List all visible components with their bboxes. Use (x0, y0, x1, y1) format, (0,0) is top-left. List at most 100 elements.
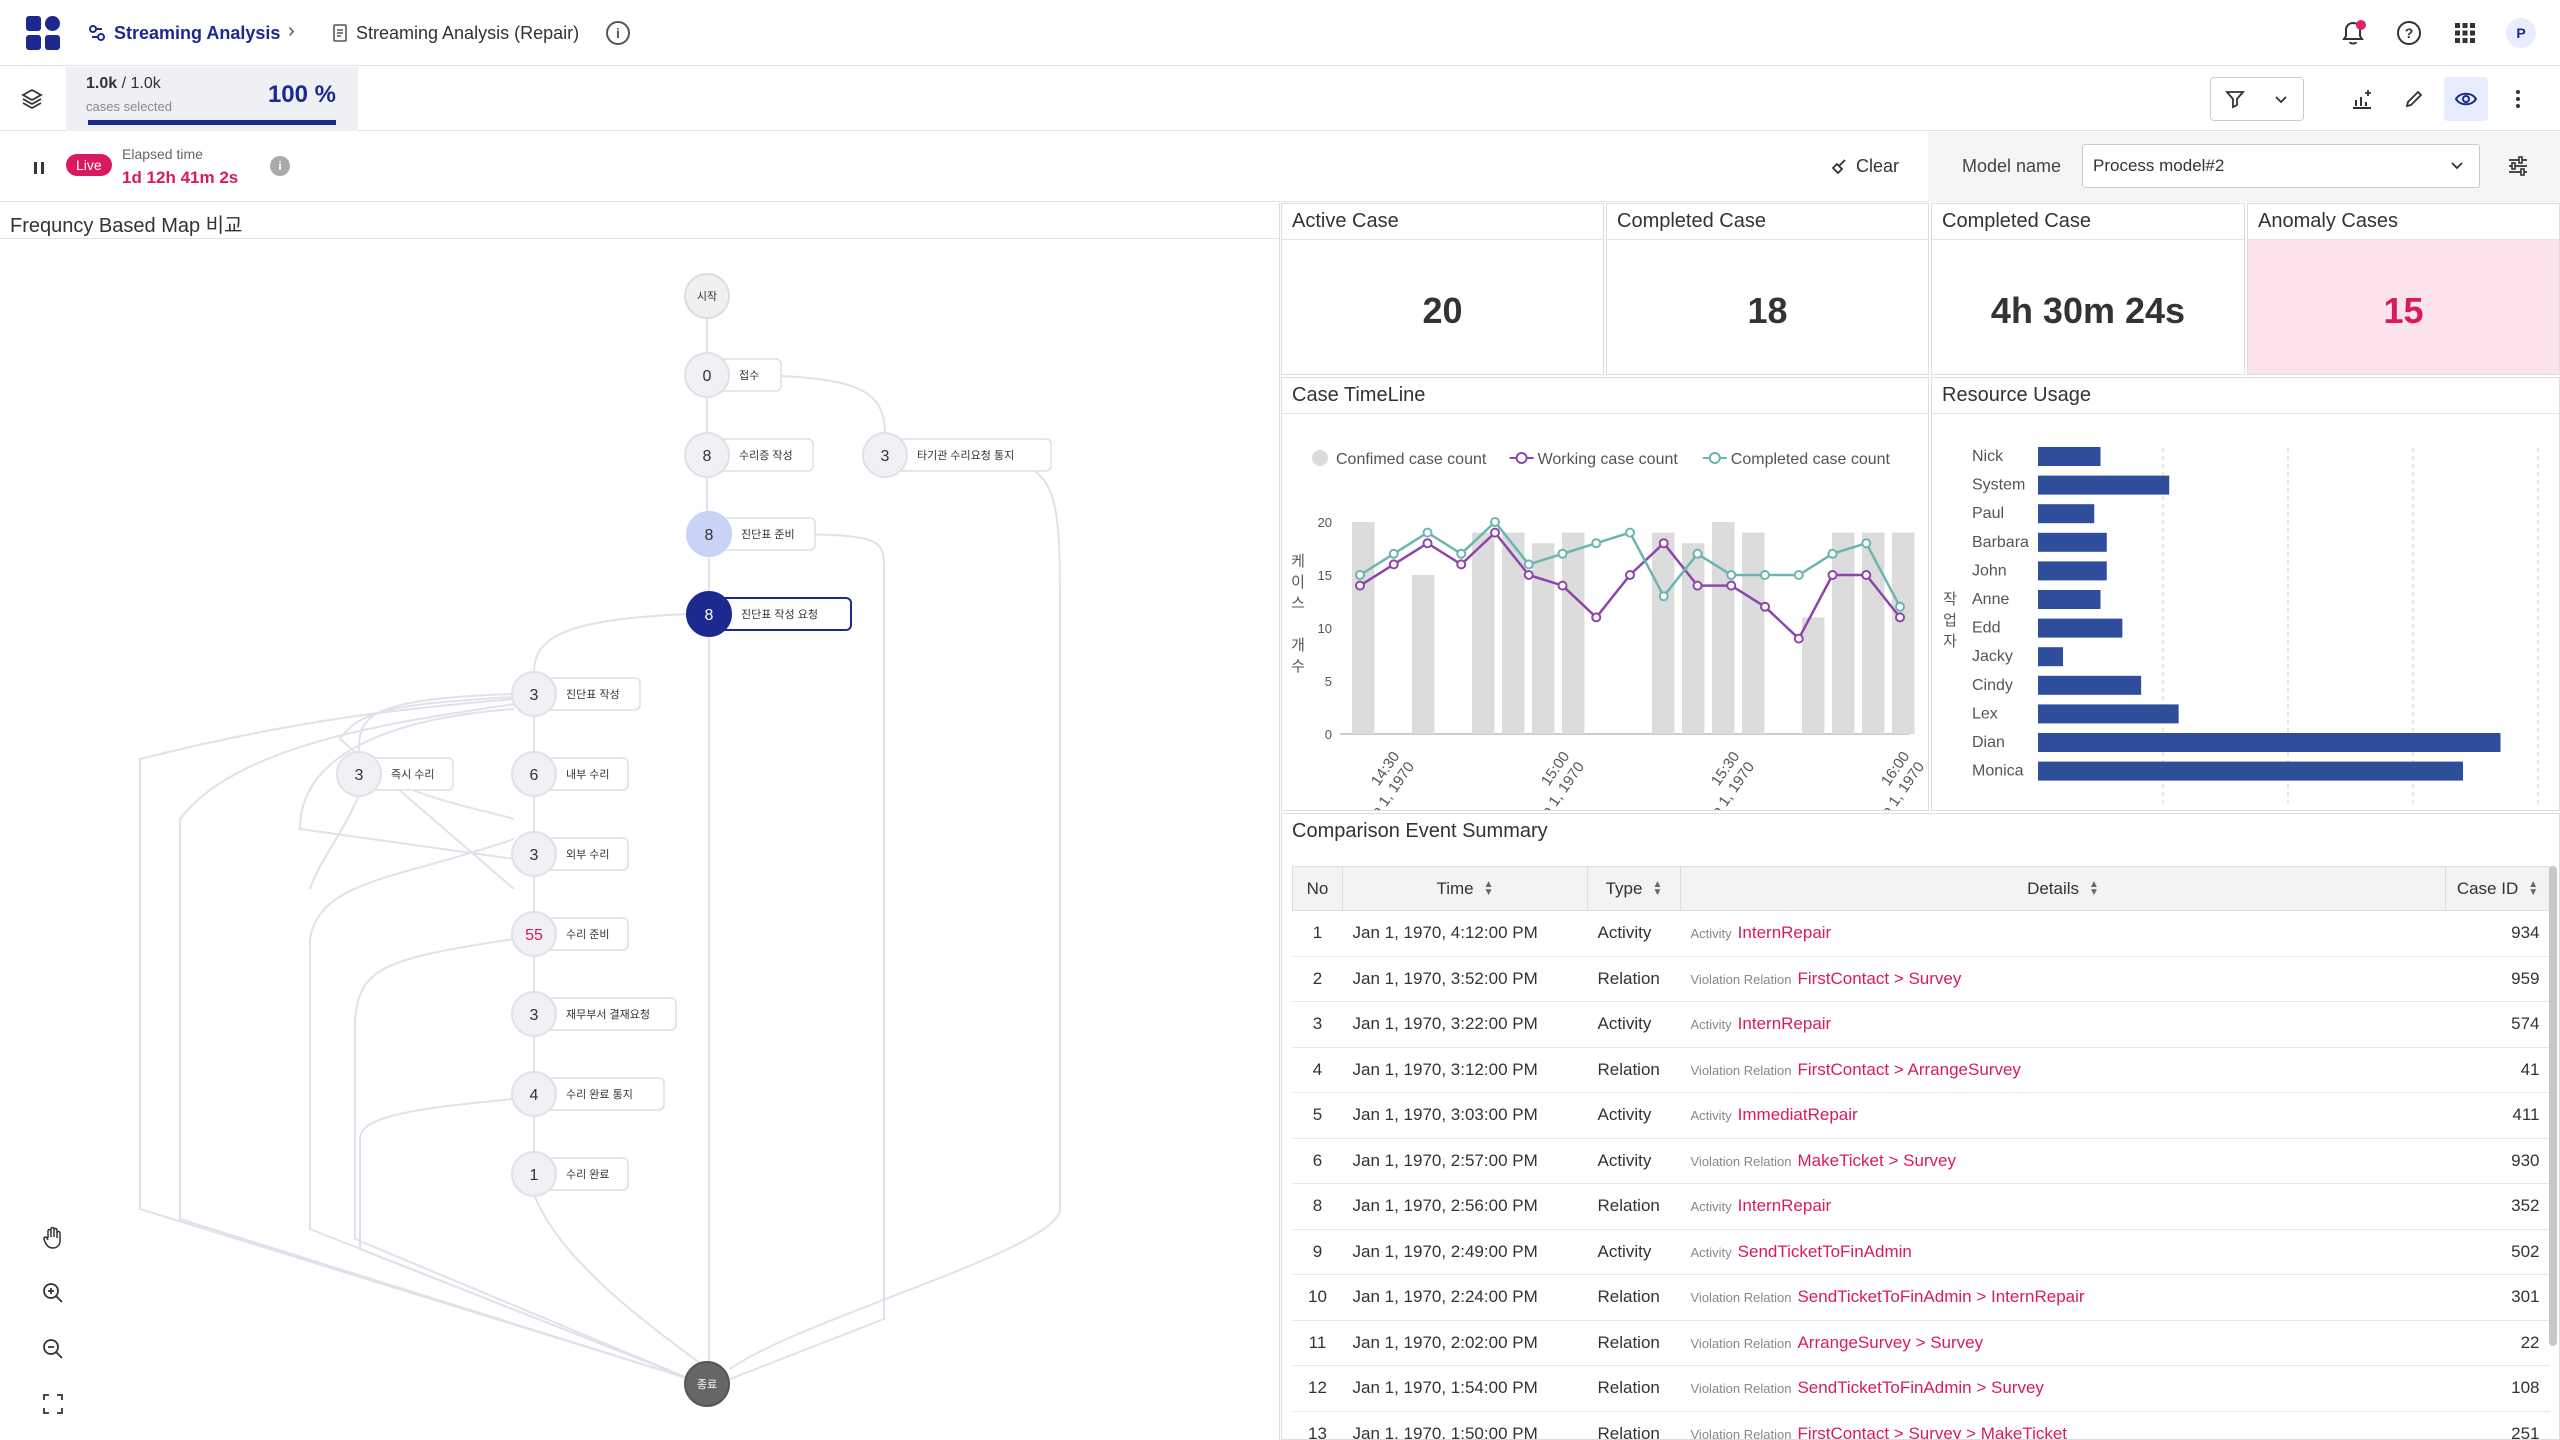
cell-case-id: 934 (2445, 910, 2550, 957)
pan-hand-icon[interactable] (38, 1223, 68, 1253)
resource-bar[interactable] (2038, 733, 2501, 752)
process-node[interactable]: 8 수리증 작성 (684, 432, 814, 478)
case-timeline-chart[interactable]: Confimed case count Working case count Com… (1282, 414, 1928, 833)
process-node[interactable]: 8 진단표 작성 요청 (686, 591, 852, 637)
resource-bar[interactable] (2038, 504, 2095, 524)
case-selection-summary[interactable]: 1.0k / 1.0k cases selected 100 % (66, 67, 358, 131)
resource-bar[interactable] (2038, 647, 2063, 667)
process-node[interactable]: 1 수리 완료 (511, 1151, 629, 1197)
table-row[interactable]: 11 Jan 1, 1970, 2:02:00 PM Relation Violati… (1292, 1320, 2550, 1366)
fit-screen-icon[interactable] (38, 1389, 68, 1419)
pause-button[interactable] (32, 160, 46, 181)
process-node[interactable]: 6 내부 수리 (511, 751, 629, 797)
resource-bar[interactable] (2038, 561, 2107, 581)
resource-bar[interactable] (2038, 761, 2463, 781)
edit-button[interactable] (2392, 77, 2436, 121)
model-select[interactable]: Process model#2 (2082, 144, 2480, 188)
sliders-icon[interactable] (2506, 154, 2530, 183)
filter-dropdown[interactable] (2210, 77, 2304, 121)
detail-value[interactable]: ArrangeSurvey > Survey (1797, 1332, 1984, 1352)
user-avatar[interactable]: P (2506, 18, 2536, 48)
sort-icon[interactable]: ▲ ▼ (1483, 879, 1494, 899)
sort-icon[interactable]: ▲ ▼ (2089, 879, 2099, 899)
add-chart-button[interactable] (2340, 77, 2384, 121)
table-row[interactable]: 6 Jan 1, 1970, 2:57:00 PM Activity Violatio… (1292, 1138, 2550, 1184)
breadcrumb-app[interactable]: Streaming Analysis (88, 20, 280, 46)
detail-value[interactable]: SendTicketToFinAdmin > InternRepair (1797, 1287, 2085, 1307)
process-node[interactable]: 3 외부 수리 (511, 831, 629, 877)
sort-icon[interactable]: ▲ ▼ (1652, 879, 1663, 899)
process-node[interactable]: 종료 (684, 1361, 730, 1407)
table-row[interactable]: 10 Jan 1, 1970, 2:24:00 PM Relation Violati… (1292, 1274, 2550, 1321)
detail-value[interactable]: FirstContact > Survey > MakeTicket (1797, 1423, 2068, 1440)
more-menu-button[interactable] (2496, 77, 2540, 121)
process-node[interactable]: 시작 (684, 273, 730, 319)
process-node[interactable]: 3 즉시 수리 (336, 751, 454, 797)
clear-button[interactable]: Clear (1830, 156, 1899, 177)
table-row[interactable]: 2 Jan 1, 1970, 3:52:00 PM Relation Violatio… (1292, 956, 2550, 1002)
apps-grid-icon[interactable] (2450, 18, 2480, 48)
process-node[interactable]: 3 재무부서 결재요청 (511, 991, 677, 1037)
model-label: Model name (1962, 156, 2062, 176)
table-row[interactable]: 4 Jan 1, 1970, 3:12:00 PM Relation Violatio… (1292, 1047, 2550, 1093)
notification-bell-icon[interactable] (2338, 18, 2368, 48)
resource-usage-chart[interactable]: 02468NickSystemPaulBarbaraJohnAnneEddJac… (1932, 414, 2559, 828)
resource-bar[interactable] (2038, 590, 2101, 609)
zoom-in-icon[interactable] (38, 1278, 68, 1308)
info-icon[interactable]: i (270, 156, 290, 176)
process-node[interactable]: 8 진단표 준비 (686, 511, 816, 557)
table-row[interactable]: 13 Jan 1, 1970, 1:50:00 PM Relation Violati… (1292, 1411, 2550, 1440)
legend-item[interactable]: Confimed case count (1312, 450, 1487, 468)
process-node[interactable]: 55 수리 준비 (511, 911, 629, 957)
detail-value[interactable]: MakeTicket > Survey (1797, 1150, 1957, 1170)
process-node[interactable]: 3 진단표 작성 (511, 671, 641, 717)
node-count: 6 (530, 767, 539, 784)
table-row[interactable]: 5 Jan 1, 1970, 3:03:00 PM Activity Activity… (1292, 1092, 2550, 1139)
table-scrollbar[interactable] (2549, 866, 2557, 1346)
process-node[interactable]: 4 수리 완료 통지 (511, 1071, 665, 1117)
cell-details: Violation Relation MakeTicket > Survey (1680, 1138, 2446, 1184)
detail-value[interactable]: InternRepair (1737, 923, 1832, 943)
resource-bar[interactable] (2038, 675, 2142, 695)
table-row[interactable]: 9 Jan 1, 1970, 2:49:00 PM Activity Activity… (1292, 1229, 2550, 1275)
col-header-no[interactable]: No (1292, 866, 1343, 911)
kpi-card-anomaly-cases[interactable]: Anomaly Cases 15 (2247, 203, 2560, 375)
app-logo[interactable] (26, 16, 60, 50)
info-icon[interactable]: i (606, 21, 630, 45)
detail-value[interactable]: FirstContact > ArrangeSurvey (1797, 1059, 2021, 1079)
detail-value[interactable]: SendTicketToFinAdmin > Survey (1797, 1378, 2044, 1398)
detail-value[interactable]: ImmediatRepair (1737, 1105, 1858, 1125)
table-row[interactable]: 12 Jan 1, 1970, 1:54:00 PM Relation Violati… (1292, 1365, 2550, 1412)
resource-bar[interactable] (2038, 475, 2170, 495)
selection-progress-bar (88, 120, 336, 125)
process-node[interactable]: 3 타기관 수리요청 통지 (862, 432, 1052, 478)
kpi-card-completed-case: Completed Case 18 (1606, 203, 1929, 375)
process-node[interactable]: 0 접수 (684, 352, 782, 398)
process-map[interactable]: 시작 0 접수 8 수리증 작성 3 타기관 수리요청 통지 8 진단표 준비 8 진단표 작성 요… (0, 239, 1278, 1439)
col-header-details[interactable]: Details ▲ ▼ (1680, 866, 2446, 911)
node-label: 즉시 수리 (391, 768, 435, 781)
resource-bar[interactable] (2038, 618, 2123, 638)
sort-icon[interactable]: ▲ ▼ (2528, 879, 2539, 899)
detail-value[interactable]: SendTicketToFinAdmin (1737, 1241, 1912, 1261)
table-row[interactable]: 1 Jan 1, 1970, 4:12:00 PM Activity Activity… (1292, 910, 2550, 957)
detail-value[interactable]: FirstContact > Survey (1797, 968, 1962, 988)
view-button[interactable] (2444, 77, 2488, 121)
detail-value[interactable]: InternRepair (1737, 1196, 1832, 1216)
legend-item[interactable]: Working case count (1509, 451, 1679, 468)
detail-value[interactable]: InternRepair (1737, 1014, 1832, 1034)
resource-bar[interactable] (2038, 532, 2107, 552)
table-row[interactable]: 3 Jan 1, 1970, 3:22:00 PM Activity Activity… (1292, 1001, 2550, 1048)
breadcrumb-page[interactable]: Streaming Analysis (Repair) (332, 20, 579, 46)
col-header-time[interactable]: Time ▲ ▼ (1342, 866, 1588, 911)
help-icon[interactable]: ? (2394, 18, 2424, 48)
zoom-out-icon[interactable] (38, 1334, 68, 1364)
legend-item[interactable]: Completed case count (1702, 451, 1891, 468)
detail-kind: Violation Relation (1690, 1290, 1792, 1306)
layers-icon[interactable] (20, 87, 44, 116)
col-header-type[interactable]: Type ▲ ▼ (1587, 866, 1681, 911)
table-row[interactable]: 8 Jan 1, 1970, 2:56:00 PM Relation Activity… (1292, 1183, 2550, 1230)
resource-bar[interactable] (2038, 704, 2179, 724)
col-header-case-id[interactable]: Case ID ▲ ▼ (2445, 866, 2550, 911)
resource-bar[interactable] (2038, 447, 2101, 466)
